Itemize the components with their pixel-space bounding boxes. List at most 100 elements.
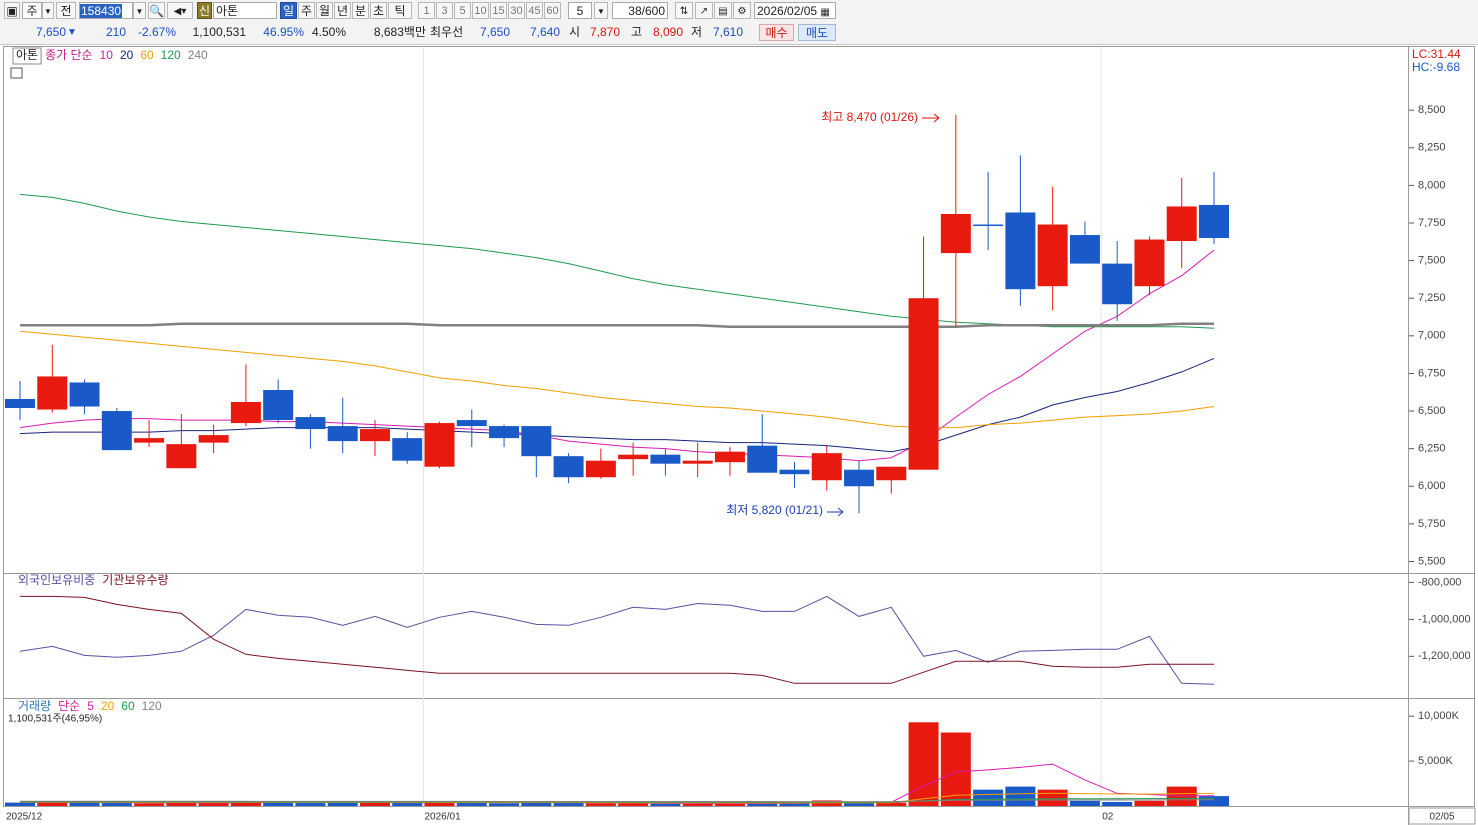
date-input[interactable]: 2026/02/05 ▦ [754,2,836,19]
period-button[interactable]: 틱 [388,2,412,19]
volume-bar [263,801,294,806]
candle-body [489,426,520,439]
period-button[interactable]: 초 [370,2,387,19]
candle-body [101,411,132,451]
legend-entry: 120 [161,48,181,62]
x-tick-label: 2025/12 [6,812,43,823]
buy-button[interactable]: 매수 [759,24,794,41]
volume-bar [1102,801,1133,806]
save-button[interactable]: ▤ [714,2,732,19]
low: 7,610 [712,25,743,39]
candle-body [811,453,842,481]
volume-bar [1005,786,1036,806]
period-button[interactable]: 분 [352,2,369,19]
y-tick-label: 8,500 [1418,104,1446,116]
legend-entry: 기관보유수량 [102,573,168,587]
volume-bar [521,802,552,806]
quote-bar: 7,650 ▼ 210 -2.67% 1,100,531 46.95% 4.50… [0,22,1478,45]
volume-bar [489,803,520,806]
legend-entry: 10 [100,48,114,62]
line-series [19,595,1215,685]
code-input[interactable]: 158430 [79,2,133,19]
volume-bar [295,803,326,806]
name-input[interactable]: 아톤 [213,2,277,19]
candle-body [876,466,907,481]
sound-button[interactable]: ◀▾ [167,2,193,19]
interval-input[interactable]: 5 [568,2,592,19]
cursor-date: 02/05 [1429,812,1454,823]
x-tick-label: 2026/01 [425,812,462,823]
search-button[interactable]: 🔍 [148,2,165,19]
y-tick-label: 6,500 [1418,405,1446,417]
legend-entry: 단순 [58,699,80,713]
candle-body [1069,235,1100,264]
tool-button[interactable]: ↗ [695,2,713,19]
y-tick-label: 8,000 [1418,179,1446,191]
count-box[interactable]: 38/600 [612,2,668,19]
volume-average [20,797,1215,803]
candle-body [166,444,197,469]
prev-button[interactable]: 전 [56,2,76,19]
interval-button[interactable]: 3 [436,2,453,19]
interval-button[interactable]: 10 [472,2,489,19]
dropdown[interactable]: ▼ [133,2,146,19]
volume-bar [844,802,875,806]
annotation-arrow [827,507,844,517]
period-button[interactable]: 월 [316,2,333,19]
interval-button[interactable]: 30 [508,2,525,19]
amount: 8,683백만 [373,25,426,39]
volume: 1,100,531 [192,25,246,39]
volume-bar [585,803,616,806]
legend-entry: 거래량 [18,699,51,713]
volume-bar [37,802,68,806]
period-button[interactable]: 년 [334,2,351,19]
sell-button[interactable]: 매도 [798,24,836,41]
candle-body [940,213,971,254]
turnover: 4.50% [311,25,346,39]
tool-button[interactable]: ⇅ [675,2,693,19]
dropdown[interactable]: ▼ [42,2,54,19]
settings-button[interactable]: ⚙ [733,2,751,19]
legend-box [12,47,42,65]
candle-body [327,426,358,442]
candle-body [263,389,294,421]
legend-entry: 종가 단순 [45,48,93,62]
period-button[interactable]: 일 [280,2,297,19]
moving-average [19,249,1215,462]
candle-body [456,420,487,427]
volume-rate: 46.95% [263,25,304,39]
period-button[interactable]: 주 [298,2,315,19]
y-tick-label: 5,000K [1418,755,1454,767]
volume-bar [876,802,907,806]
candle-body [424,423,455,467]
high-label: 고 [631,25,643,39]
market-select[interactable]: 주 [22,2,42,19]
candle-body [359,429,390,442]
code-text: 158430 [80,4,123,18]
table-icon[interactable] [10,67,23,79]
volume-average [20,799,1215,803]
interval-button[interactable]: 45 [526,2,543,19]
interval-button[interactable]: 5 [454,2,471,19]
candle-body [1005,212,1036,290]
volume-bar [5,802,35,806]
interval-button[interactable]: 1 [418,2,435,19]
volume-bar [553,803,584,806]
volume-bar [1069,800,1100,806]
interval-button[interactable]: 60 [544,2,561,19]
window-icon[interactable]: ▣ [4,2,20,19]
bid: 7,640 [529,25,560,39]
interval-button[interactable]: 15 [490,2,507,19]
candle-body [1037,224,1068,287]
candle-body [5,399,35,409]
dropdown[interactable]: ▼ [594,2,608,19]
open-label: 시 [569,25,581,39]
candle-body [230,402,261,424]
legend-entry: 외국인보유비중 [18,573,95,587]
moving-average [19,357,1215,453]
ask: 7,650 [479,25,510,39]
candle-body [1102,263,1133,305]
frame [3,46,1475,807]
